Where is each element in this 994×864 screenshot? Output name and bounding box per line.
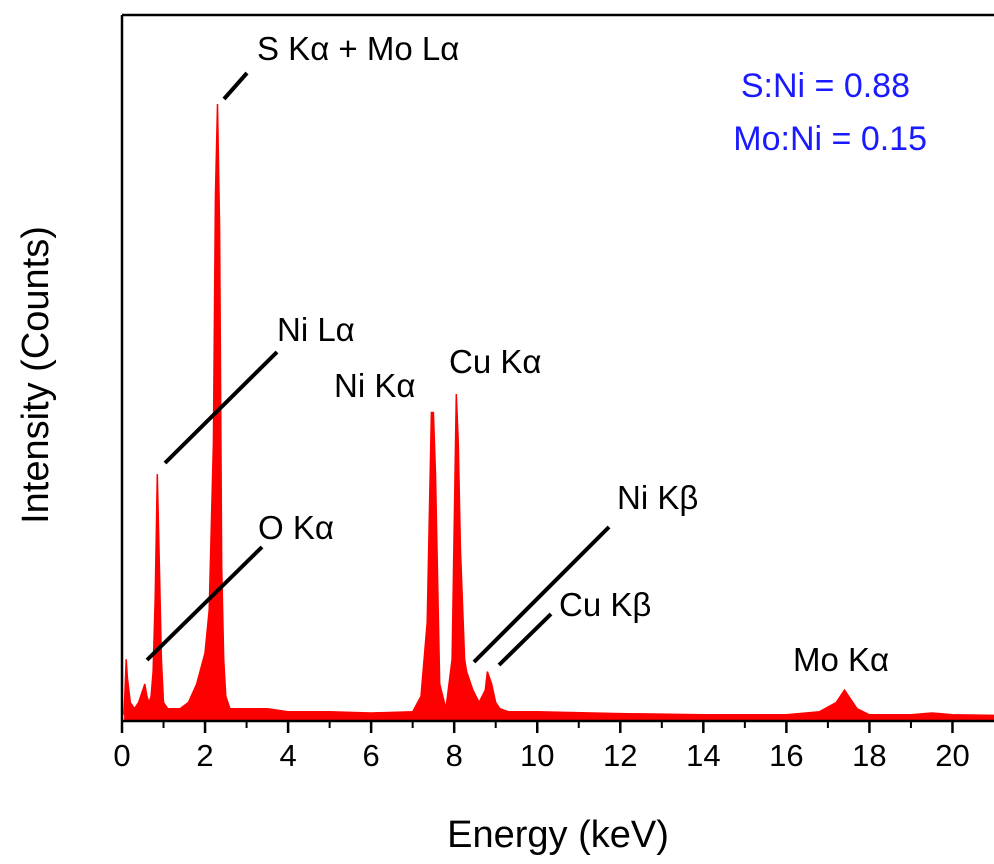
leader-line-ni-la (163, 350, 279, 465)
peak-label-ni-la: Ni Lα (277, 311, 355, 348)
peak-leader-lines (145, 71, 611, 667)
x-tick-label: 10 (520, 738, 554, 773)
ratio-label-s-ni: S:Ni = 0.88 (741, 67, 910, 105)
leader-line-s-ka-mo-la (222, 71, 249, 101)
x-tick-label: 14 (686, 738, 720, 773)
peak-label-ni-kb: Ni Kβ (617, 479, 698, 516)
peak-label-ni-ka: Ni Kα (334, 367, 415, 404)
leader-line-cu-kb (497, 612, 553, 667)
x-tick-label: 16 (769, 738, 803, 773)
x-tick-label: 4 (279, 738, 296, 773)
x-tick-label: 0 (113, 738, 130, 773)
peak-label-mo-ka: Mo Kα (793, 641, 889, 678)
x-axis-title: Energy (keV) (447, 814, 669, 856)
peak-label-o-ka: O Kα (258, 509, 334, 546)
peak-label-s-ka-mo-la: S Kα + Mo Lα (257, 30, 459, 67)
plot-area (123, 103, 994, 721)
x-axis-ticks: 0 2 4 6 8 10 12 14 16 18 20 (113, 721, 970, 773)
peak-label-cu-kb: Cu Kβ (559, 586, 651, 623)
leader-line-o-ka (145, 545, 264, 662)
spectrum-series (124, 104, 994, 721)
x-tick-label: 18 (852, 738, 886, 773)
x-tick-label: 20 (935, 738, 969, 773)
spectrum-line (123, 103, 994, 717)
ratio-label-mo-ni: Mo:Ni = 0.15 (733, 120, 927, 158)
leader-line-ni-kb (472, 525, 611, 664)
x-tick-label: 2 (196, 738, 213, 773)
x-tick-label: 12 (603, 738, 637, 773)
peak-label-cu-ka: Cu Kα (449, 343, 541, 380)
x-tick-label: 8 (446, 738, 463, 773)
y-axis-title: Intensity (Counts) (15, 226, 57, 524)
x-tick-label: 6 (363, 738, 380, 773)
